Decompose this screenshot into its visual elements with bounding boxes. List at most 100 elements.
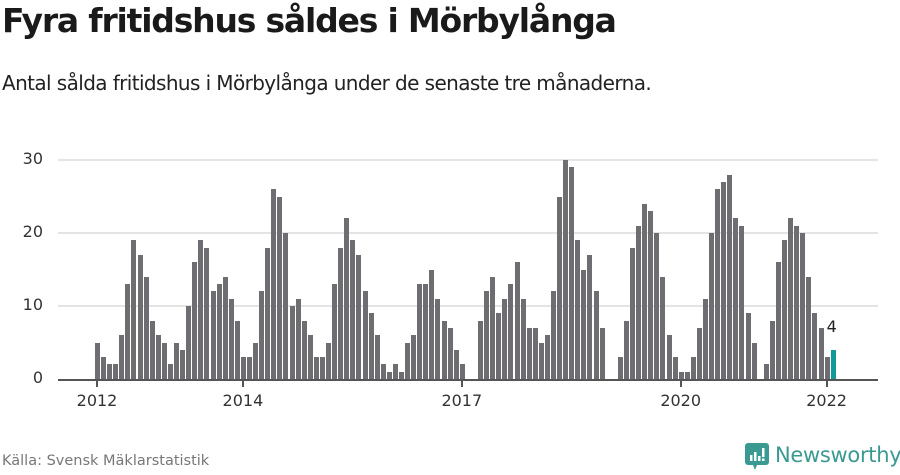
bar [715, 189, 721, 379]
bar [283, 233, 289, 379]
x-axis-tick-label: 2022 [806, 391, 847, 410]
bar [812, 313, 818, 379]
bar [95, 342, 100, 379]
bar [788, 218, 794, 379]
bar [490, 276, 496, 379]
x-axis-tick [96, 380, 98, 387]
bar [508, 284, 514, 379]
bar [143, 276, 149, 379]
bar [478, 320, 484, 379]
bar [587, 254, 593, 379]
bar [617, 357, 623, 379]
bar [690, 357, 696, 379]
bar [307, 335, 313, 379]
bar [326, 342, 332, 379]
brand-logo[interactable]: Newsworthy [745, 443, 900, 470]
bar [192, 262, 198, 379]
bar [380, 364, 386, 379]
chart-title: Fyra fritidshus såldes i Mörbylånga [2, 1, 617, 40]
bar [386, 371, 392, 379]
bar [794, 225, 800, 379]
y-axis-tick-label: 10 [22, 295, 43, 314]
bar [319, 357, 325, 379]
bar [411, 335, 417, 379]
bar [368, 313, 374, 379]
bar [210, 291, 216, 379]
bar [216, 284, 222, 379]
bar [174, 342, 180, 379]
y-axis-tick-label: 0 [32, 368, 43, 387]
brand-name: Newsworthy [775, 443, 900, 467]
x-axis-tick [825, 380, 828, 387]
bar [648, 211, 654, 379]
newsworthy-logo-icon [745, 443, 769, 470]
bar [253, 342, 259, 379]
bar [484, 291, 490, 379]
bar [356, 254, 362, 379]
bar [423, 284, 429, 379]
bar [666, 335, 672, 379]
x-axis-tick-label: 2020 [660, 391, 702, 410]
bar [350, 240, 356, 379]
bar [155, 335, 161, 379]
bar [818, 327, 824, 379]
bar [654, 233, 660, 379]
bar [623, 320, 629, 379]
x-axis-tick [460, 380, 463, 387]
bar [362, 291, 368, 379]
bar [775, 262, 781, 379]
bar [125, 284, 131, 379]
bar [532, 327, 538, 379]
bar [751, 342, 757, 379]
bar [824, 357, 830, 379]
bar [131, 240, 137, 379]
bar [538, 342, 544, 379]
bar [745, 313, 751, 379]
bar [514, 262, 520, 379]
y-axis-tick-label: 20 [22, 222, 43, 241]
x-axis-tick-label: 2017 [441, 391, 483, 410]
bar [392, 364, 398, 379]
bar [161, 342, 167, 379]
bar [247, 357, 252, 379]
bar [301, 320, 307, 379]
bar [447, 327, 453, 379]
bar [119, 335, 125, 379]
x-axis-tick [679, 380, 682, 387]
bar-chart: 0 10 20 30 2012 2014 2017 2020 2022 4 [0, 140, 900, 420]
bar [660, 276, 666, 379]
bar [581, 269, 587, 379]
bar [563, 160, 569, 379]
gridline [58, 232, 878, 234]
value-annotation: 4 [826, 316, 837, 336]
bar [149, 320, 155, 379]
bar [198, 240, 204, 379]
bar [544, 335, 550, 379]
bar [259, 291, 265, 379]
bar [782, 240, 788, 379]
bar [678, 371, 684, 379]
bar [696, 327, 702, 379]
bar [496, 313, 502, 379]
bar [332, 284, 338, 379]
bar [727, 174, 733, 379]
gridline [58, 305, 878, 307]
x-axis-tick-label: 2014 [222, 391, 264, 410]
gridline [58, 159, 878, 161]
bar [265, 247, 271, 379]
bar [417, 284, 423, 379]
bar [374, 335, 380, 379]
bar [271, 189, 277, 379]
bar [137, 254, 143, 379]
bar [703, 298, 708, 379]
bar [684, 371, 690, 379]
bar [240, 357, 246, 379]
bar [399, 371, 404, 379]
bar [569, 167, 575, 379]
source-note: Källa: Svensk Mäklarstatistik [2, 453, 210, 469]
highlighted-bar [830, 349, 836, 379]
bar [672, 357, 678, 379]
bar [526, 327, 532, 379]
bar [502, 298, 508, 379]
bar [228, 298, 234, 379]
